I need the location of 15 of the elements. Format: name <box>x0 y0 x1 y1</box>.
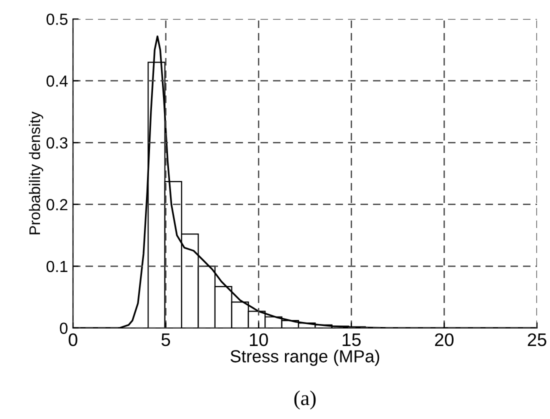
y-tick-label: 0 <box>60 322 68 334</box>
y-tick-label: 0.1 <box>46 260 68 272</box>
x-tick-label: 0 <box>68 333 78 346</box>
y-tick-label: 0.3 <box>46 137 68 149</box>
y-axis-title: Probability density <box>28 112 44 234</box>
x-tick-label: 10 <box>250 333 268 346</box>
x-tick-label: 25 <box>528 333 546 346</box>
y-tick-label: 0.4 <box>46 75 68 87</box>
x-tick-label: 5 <box>162 334 170 346</box>
y-tick-label: 0.5 <box>46 14 68 25</box>
y-tick-label: 0.2 <box>46 199 68 210</box>
text: (a) <box>294 390 316 410</box>
x-tick-label: 15 <box>342 334 361 346</box>
x-axis-title: Stress range (MPa) <box>230 350 380 366</box>
x-tick-label: 20 <box>435 333 454 346</box>
